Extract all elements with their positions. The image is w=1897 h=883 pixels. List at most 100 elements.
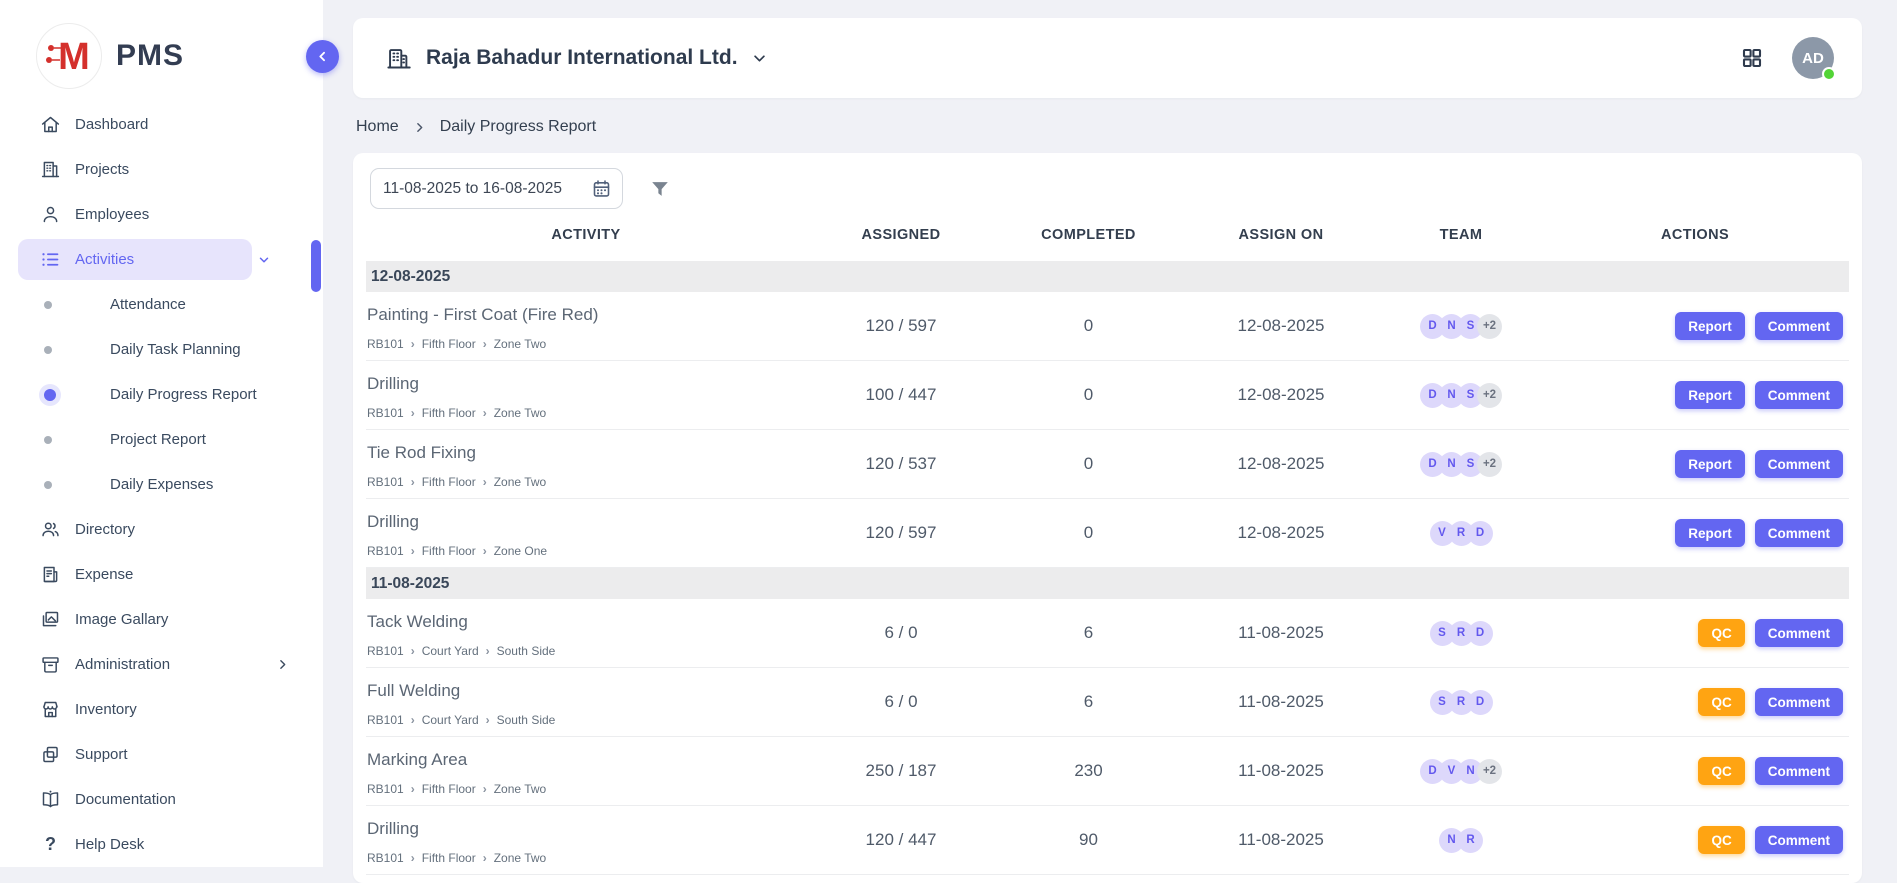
funnel-icon xyxy=(649,178,671,200)
comment-button[interactable]: Comment xyxy=(1755,688,1843,716)
column-header-assigned: ASSIGNED xyxy=(806,227,996,243)
actions-cell: Report Comment xyxy=(1541,450,1849,478)
actions-cell: QC Comment xyxy=(1541,826,1849,854)
sidebar-item-project-report[interactable]: Project Report xyxy=(0,417,323,462)
activity-location-path: RB101›Fifth Floor›Zone One xyxy=(367,544,806,558)
breadcrumb-home[interactable]: Home xyxy=(356,118,399,136)
path-segment: Zone Two xyxy=(494,851,546,865)
sidebar-item-inventory[interactable]: Inventory xyxy=(0,687,323,732)
path-segment: Zone Two xyxy=(494,337,546,351)
sidebar-item-employees[interactable]: Employees xyxy=(0,192,323,237)
sidebar-item-dashboard[interactable]: Dashboard xyxy=(0,102,323,147)
path-segment: Court Yard xyxy=(422,644,479,658)
home-icon xyxy=(40,114,61,135)
assign-on-date: 11-08-2025 xyxy=(1181,623,1381,643)
chevron-right-icon: › xyxy=(411,545,415,557)
activity-location-path: RB101›Fifth Floor›Zone Two xyxy=(367,475,806,489)
svg-text:M: M xyxy=(58,36,90,78)
activity-title: Marking Area xyxy=(367,750,806,770)
sidebar-item-expense[interactable]: Expense xyxy=(0,552,323,597)
sidebar-item-daily-progress-report[interactable]: Daily Progress Report xyxy=(0,372,323,417)
team-member-avatar: D xyxy=(1468,521,1493,546)
book-icon xyxy=(40,789,61,810)
actions-cell: QC Comment xyxy=(1541,688,1849,716)
qc-button[interactable]: QC xyxy=(1698,619,1744,647)
sidebar-item-label: Image Gallary xyxy=(75,611,168,628)
filter-button[interactable] xyxy=(649,178,671,200)
sidebar-item-projects[interactable]: Projects xyxy=(0,147,323,192)
assigned-value: 120 / 597 xyxy=(806,316,996,336)
path-segment: Fifth Floor xyxy=(422,851,476,865)
assigned-value: 120 / 537 xyxy=(806,454,996,474)
qc-button[interactable]: QC xyxy=(1698,757,1744,785)
sidebar-item-activities[interactable]: Activities xyxy=(0,237,323,282)
chevron-right-icon: › xyxy=(486,645,490,657)
actions-cell: Report Comment xyxy=(1541,312,1849,340)
sidebar-item-directory[interactable]: Directory xyxy=(0,507,323,552)
comment-button[interactable]: Comment xyxy=(1755,519,1843,547)
date-range-input[interactable] xyxy=(370,168,623,209)
report-button[interactable]: Report xyxy=(1675,312,1745,340)
comment-button[interactable]: Comment xyxy=(1755,826,1843,854)
comment-button[interactable]: Comment xyxy=(1755,381,1843,409)
team-extra-count: +2 xyxy=(1477,452,1502,477)
comment-button[interactable]: Comment xyxy=(1755,619,1843,647)
assign-on-date: 11-08-2025 xyxy=(1181,692,1381,712)
chevron-right-icon: › xyxy=(483,476,487,488)
completed-value: 0 xyxy=(996,385,1181,405)
report-button[interactable]: Report xyxy=(1675,381,1745,409)
comment-button[interactable]: Comment xyxy=(1755,757,1843,785)
report-button[interactable]: Report xyxy=(1675,450,1745,478)
activity-location-path: RB101›Fifth Floor›Zone Two xyxy=(367,406,806,420)
company-selector[interactable]: Raja Bahadur International Ltd. xyxy=(385,45,767,72)
qc-button[interactable]: QC xyxy=(1698,688,1744,716)
sidebar-item-help-desk[interactable]: ? Help Desk xyxy=(0,822,323,867)
path-segment: Zone Two xyxy=(494,782,546,796)
completed-value: 0 xyxy=(996,316,1181,336)
activity-cell: DrillingRB101›Fifth Floor›Zone Two xyxy=(366,815,806,865)
comment-button[interactable]: Comment xyxy=(1755,312,1843,340)
apps-grid-icon[interactable] xyxy=(1740,46,1764,70)
assigned-value: 250 / 187 xyxy=(806,761,996,781)
comment-button[interactable]: Comment xyxy=(1755,450,1843,478)
sidebar-item-daily-task-planning[interactable]: Daily Task Planning xyxy=(0,327,323,372)
active-section-indicator xyxy=(311,240,321,292)
path-segment: RB101 xyxy=(367,644,404,658)
path-segment: Fifth Floor xyxy=(422,337,476,351)
path-segment: Fifth Floor xyxy=(422,544,476,558)
activity-cell: Tack WeldingRB101›Court Yard›South Side xyxy=(366,608,806,658)
report-button[interactable]: Report xyxy=(1675,519,1745,547)
sidebar-item-support[interactable]: Support xyxy=(0,732,323,777)
activity-title: Drilling xyxy=(367,374,806,394)
sidebar-item-daily-expenses[interactable]: Daily Expenses xyxy=(0,462,323,507)
column-header-activity: ACTIVITY xyxy=(366,227,806,243)
chevron-right-icon: › xyxy=(411,852,415,864)
assign-on-date: 11-08-2025 xyxy=(1181,761,1381,781)
sidebar-item-administration[interactable]: Administration xyxy=(0,642,323,687)
chevron-right-icon: › xyxy=(411,783,415,795)
qc-button[interactable]: QC xyxy=(1698,826,1744,854)
assigned-value: 120 / 447 xyxy=(806,830,996,850)
team-member-avatar: R xyxy=(1458,828,1483,853)
activity-title: Drilling xyxy=(367,512,806,532)
column-header-completed: COMPLETED xyxy=(996,227,1181,243)
sidebar-item-attendance[interactable]: Attendance xyxy=(0,282,323,327)
actions-cell: QC Comment xyxy=(1541,619,1849,647)
completed-value: 90 xyxy=(996,830,1181,850)
sidebar-item-image-gallary[interactable]: Image Gallary xyxy=(0,597,323,642)
sidebar-collapse-button[interactable] xyxy=(306,40,339,73)
assigned-value: 100 / 447 xyxy=(806,385,996,405)
chevron-down-icon xyxy=(257,253,271,267)
path-segment: Fifth Floor xyxy=(422,406,476,420)
path-segment: RB101 xyxy=(367,475,404,489)
team-cell: DVN+2 xyxy=(1381,759,1541,784)
table-row: DrillingRB101›Fifth Floor›Zone One120 / … xyxy=(366,499,1849,568)
table-row: Marking AreaRB101›Fifth Floor›Zone Two25… xyxy=(366,737,1849,806)
user-avatar[interactable]: AD xyxy=(1792,37,1834,79)
avatar-initials: AD xyxy=(1802,50,1824,67)
chevron-right-icon: › xyxy=(411,714,415,726)
team-cell: DNS+2 xyxy=(1381,452,1541,477)
sidebar-item-documentation[interactable]: Documentation xyxy=(0,777,323,822)
chevron-right-icon xyxy=(276,658,289,671)
chevron-down-icon xyxy=(752,51,767,66)
